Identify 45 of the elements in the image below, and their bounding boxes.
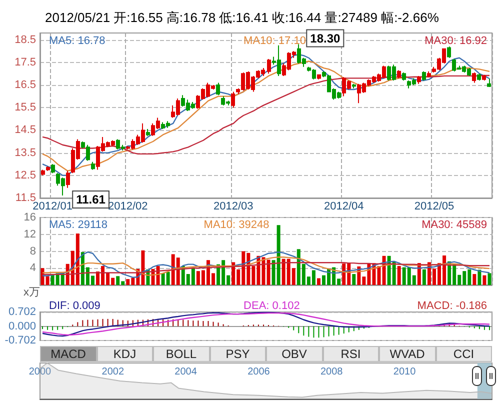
text: BOLL (153, 346, 210, 362)
text: MA30: 45589 (422, 219, 487, 231)
y-tick-label: 18.5 (14, 34, 36, 46)
y-tick-label: 0.702 (8, 306, 36, 318)
text: MA5: 16.78 (49, 35, 106, 47)
y-tick-label: 12 (24, 228, 36, 240)
text: MACD (40, 346, 96, 362)
y-axis-title: x万 (24, 286, 40, 298)
x-tick-label: 2012/02 (108, 200, 148, 212)
text: KDJ (96, 346, 153, 362)
x-tick-label: 2004 (174, 366, 198, 378)
x-tick-label: 2002 (102, 366, 124, 378)
y-tick-label: 0.000 (8, 320, 36, 332)
y-tick-label: 16 (24, 212, 36, 224)
y-tick-label: 13.5 (14, 146, 36, 159)
x-tick-label: 2012/05 (414, 200, 454, 212)
chart-title: 2012/05/21 开:16.55 高:16.78 低:16.41 收:16.44 量:27489 幅:-2.66% (45, 10, 440, 25)
y-tick-label: 8 (30, 245, 36, 258)
text: OBV (266, 346, 322, 362)
x-tick-label: 2006 (248, 366, 270, 378)
text: WVAD (379, 346, 436, 362)
y-tick-label: -0.702 (4, 334, 36, 346)
x-tick-label: 2012/04 (324, 200, 364, 212)
x-tick-label: 2012/03 (213, 200, 254, 212)
x-tick-label: 2010 (393, 366, 416, 378)
y-tick-label: 4 (30, 262, 36, 274)
text: MA5: 29118 (49, 219, 108, 231)
y-tick-label: 15.5 (14, 102, 36, 114)
text: MA30: 16.92 (424, 35, 487, 47)
text: CCI (436, 346, 492, 362)
series-label: MA10: 17.10 (244, 35, 306, 47)
x-tick-label: 2008 (320, 366, 344, 378)
y-tick-label: 12.5 (14, 169, 36, 182)
text: RSI (322, 346, 379, 362)
annotation: 18.30 (310, 31, 340, 46)
text: PSY (210, 346, 266, 362)
y-tick-label: 14.5 (14, 124, 36, 136)
series-label: DIF: 0.009 (49, 300, 100, 312)
series-label: DEA: 0.102 (244, 300, 300, 312)
x-tick-label: 2012/01 (32, 200, 72, 212)
y-tick-label: 17.5 (14, 56, 36, 68)
series-label: MACD: -0.186 (417, 300, 488, 312)
annotation: 11.61 (76, 192, 106, 207)
y-tick-label: 16.5 (14, 78, 36, 91)
text: MA10: 39248 (204, 219, 270, 231)
